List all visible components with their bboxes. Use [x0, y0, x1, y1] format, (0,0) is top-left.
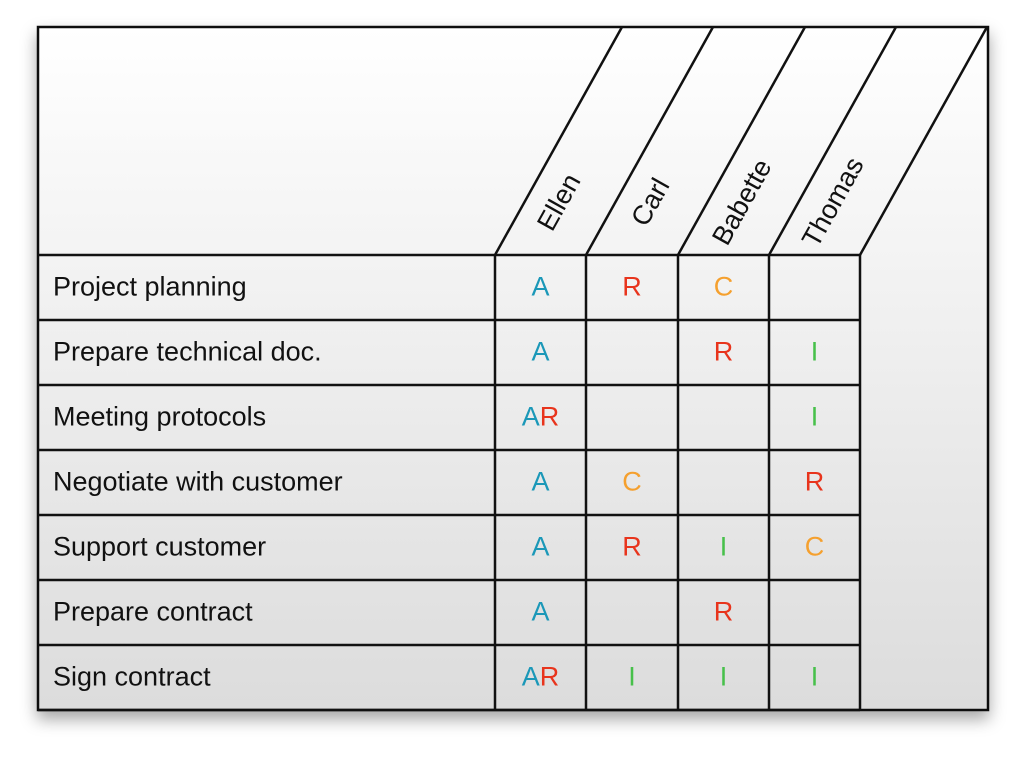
raci-letter: I	[811, 402, 819, 432]
task-label: Prepare contract	[53, 597, 253, 627]
task-label: Support customer	[53, 532, 266, 562]
raci-cell: I	[720, 532, 728, 562]
raci-letter: I	[811, 337, 819, 367]
header-slant	[493, 26, 624, 256]
raci-cell: AR	[522, 662, 560, 692]
raci-letter: I	[811, 662, 819, 692]
raci-letter: A	[522, 402, 540, 432]
raci-cell: R	[805, 467, 825, 497]
raci-letter: I	[628, 662, 636, 692]
raci-cell: R	[714, 337, 734, 367]
raci-letter: R	[622, 272, 642, 302]
raci-cell: I	[628, 662, 636, 692]
raci-cell: AR	[522, 402, 560, 432]
header-slant	[676, 26, 807, 256]
raci-cell: I	[811, 662, 819, 692]
raci-letter: R	[714, 337, 734, 367]
task-label: Sign contract	[53, 662, 211, 692]
raci-letter: I	[720, 662, 728, 692]
raci-cell: I	[720, 662, 728, 692]
raci-letter: R	[622, 532, 642, 562]
header-slant	[584, 26, 715, 256]
raci-letter: A	[531, 597, 549, 627]
task-label: Negotiate with customer	[53, 467, 343, 497]
task-label: Meeting protocols	[53, 402, 266, 432]
raci-cell: A	[531, 272, 549, 302]
raci-letter: C	[805, 532, 825, 562]
header-slant	[858, 26, 989, 256]
raci-cell: R	[622, 272, 642, 302]
task-label: Prepare technical doc.	[53, 337, 322, 367]
raci-cell: A	[531, 337, 549, 367]
raci-cell: I	[811, 337, 819, 367]
raci-cell: R	[622, 532, 642, 562]
task-label: Project planning	[53, 272, 247, 302]
raci-letter: R	[714, 597, 734, 627]
raci-letter: A	[531, 532, 549, 562]
raci-cell: C	[805, 532, 825, 562]
raci-cell: R	[714, 597, 734, 627]
raci-cell: A	[531, 532, 549, 562]
raci-cell: I	[811, 402, 819, 432]
raci-cell: C	[714, 272, 734, 302]
raci-letter: R	[540, 662, 560, 692]
raci-cell: A	[531, 467, 549, 497]
raci-letter: C	[714, 272, 734, 302]
raci-cell: A	[531, 597, 549, 627]
raci-letter: A	[531, 467, 549, 497]
header-slant	[767, 26, 898, 256]
raci-letter: A	[531, 337, 549, 367]
raci-letter: A	[522, 662, 540, 692]
frame	[36, 25, 990, 712]
raci-letter: A	[531, 272, 549, 302]
raci-letter: I	[720, 532, 728, 562]
raci-letter: R	[540, 402, 560, 432]
raci-letter: C	[622, 467, 642, 497]
raci-letter: R	[805, 467, 825, 497]
raci-cell: C	[622, 467, 642, 497]
